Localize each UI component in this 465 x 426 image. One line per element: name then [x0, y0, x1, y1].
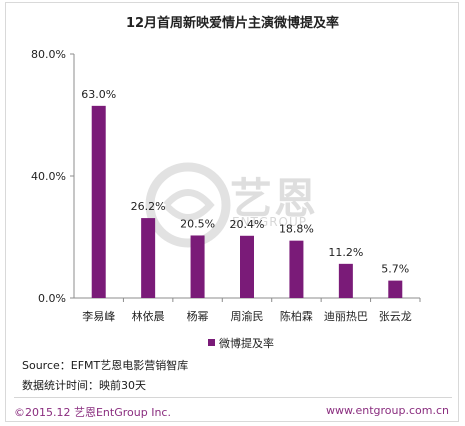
legend-label: 微博提及率	[219, 337, 274, 350]
data-label: 11.2%	[328, 246, 363, 259]
chart-title: 12月首周新映爱情片主演微博提及率	[125, 16, 340, 31]
bar	[240, 235, 254, 298]
bar	[289, 240, 304, 298]
data-label: 5.7%	[381, 263, 409, 276]
x-tick-label: 周渝民	[231, 309, 264, 323]
bar	[91, 105, 106, 298]
stat-period-note: 数据统计时间：映前30天	[22, 379, 146, 392]
data-label: 20.4%	[230, 218, 265, 231]
chart-legend: 微博提及率	[208, 335, 274, 351]
footer-divider	[14, 397, 452, 398]
watermark-brand: 艺恩	[230, 174, 319, 223]
y-tick-label: 80.0%	[31, 48, 66, 61]
bar	[141, 218, 156, 298]
watermark-sub: ENTGROUP	[232, 215, 307, 229]
bar	[338, 263, 353, 298]
watermark-logo-icon	[145, 162, 231, 248]
bar	[388, 280, 403, 298]
copyright-text: ©2015.12 艺恩EntGroup Inc.	[14, 406, 171, 419]
y-tick-label: 40.0%	[31, 170, 66, 183]
x-tick-label: 张云龙	[379, 310, 412, 323]
chart-frame	[5, 2, 459, 422]
x-tick-label: 迪丽热巴	[324, 310, 368, 323]
website-link[interactable]: www.entgroup.com.cn	[326, 404, 449, 417]
data-label: 26.2%	[131, 200, 166, 213]
x-tick-label: 李易峰	[82, 309, 115, 323]
x-tick-label: 陈柏霖	[280, 309, 313, 323]
x-tick-label: 林依晨	[132, 309, 165, 323]
data-label: 18.8%	[279, 223, 314, 236]
data-label: 63.0%	[81, 88, 116, 101]
legend-swatch	[208, 339, 215, 346]
data-label: 20.5%	[180, 217, 215, 230]
source-note: Source：EFMT艺恩电影营销智库	[22, 359, 189, 372]
bar	[190, 235, 205, 298]
x-tick-label: 杨幂	[187, 309, 209, 323]
y-tick-label: 0.0%	[38, 292, 66, 305]
